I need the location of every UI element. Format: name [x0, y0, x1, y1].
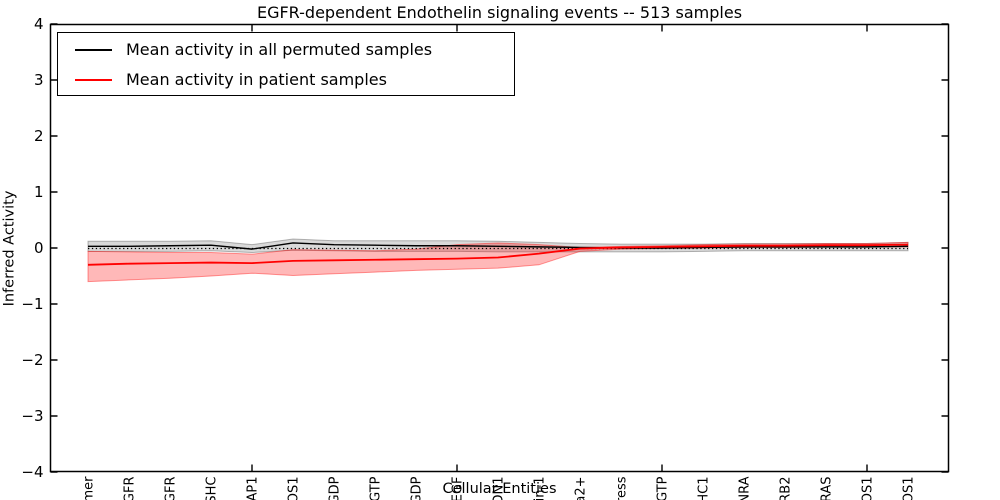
- x-category-label: GRB2/SOS1: [902, 477, 917, 500]
- legend-line-patient-icon: [75, 79, 112, 81]
- chart-title: EGFR-dependent Endothelin signaling even…: [256, 3, 743, 22]
- x-category-label: EGF/EGFR: [123, 477, 138, 500]
- legend-entry-permuted: Mean activity in all permuted samples: [58, 36, 514, 64]
- y-tick-label: −1: [21, 295, 43, 313]
- y-tick-label: 0: [34, 239, 44, 257]
- legend-label-patient: Mean activity in patient samples: [126, 70, 387, 89]
- x-category-label: EDNRA: [738, 476, 753, 500]
- x-axis-label: Cellular Entities: [442, 481, 557, 497]
- legend-entry-patient: Mean activity in patient samples: [58, 66, 514, 94]
- x-category-label: mol:Ca2+: [574, 477, 589, 500]
- x-category-label: HRAS: [820, 477, 835, 500]
- x-category-label: mol:GDP: [328, 476, 343, 500]
- series-line-permuted: [88, 242, 909, 250]
- x-category-label: mol:GTP: [656, 476, 671, 500]
- y-tick-label: −3: [21, 407, 43, 425]
- series-line-patient: [87, 243, 909, 266]
- x-category-label: ETA receptor/Endothelin-1: [533, 477, 548, 500]
- x-category-label: GRB2: [779, 477, 794, 500]
- y-tick-label: 2: [34, 127, 44, 145]
- x-category-label: EGF/EGFR dimer/SHC/GRB2/SOS1: [287, 477, 302, 500]
- legend-line-permuted-icon: [75, 49, 112, 51]
- x-category-label: EDN1: [492, 477, 507, 500]
- y-tick-label: 1: [34, 183, 44, 201]
- y-tick-label: −4: [21, 463, 43, 481]
- x-category-label: response to oxidative stress: [615, 476, 630, 500]
- x-category-label: EGF/EGFR dimer/SHC: [205, 477, 220, 500]
- x-category-label: FRAP1: [246, 477, 261, 500]
- y-tick-label: −2: [21, 351, 43, 369]
- x-category-label: SOS1: [861, 477, 876, 500]
- x-category-label: SHC1: [697, 477, 712, 500]
- legend-label-permuted: Mean activity in all permuted samples: [126, 40, 433, 59]
- x-category-label: HRAS/GTP: [369, 476, 384, 500]
- legend: Mean activity in all permuted samples Me…: [57, 32, 515, 96]
- x-category-label: EGF: [451, 477, 466, 500]
- y-tick-label: 3: [34, 71, 44, 89]
- x-category-label: HRAS/GDP: [410, 476, 425, 500]
- x-category-label: EGFR: [164, 477, 179, 500]
- y-tick-label: 4: [34, 15, 44, 33]
- x-category-label: EGF/EGFR dimer: [82, 476, 97, 500]
